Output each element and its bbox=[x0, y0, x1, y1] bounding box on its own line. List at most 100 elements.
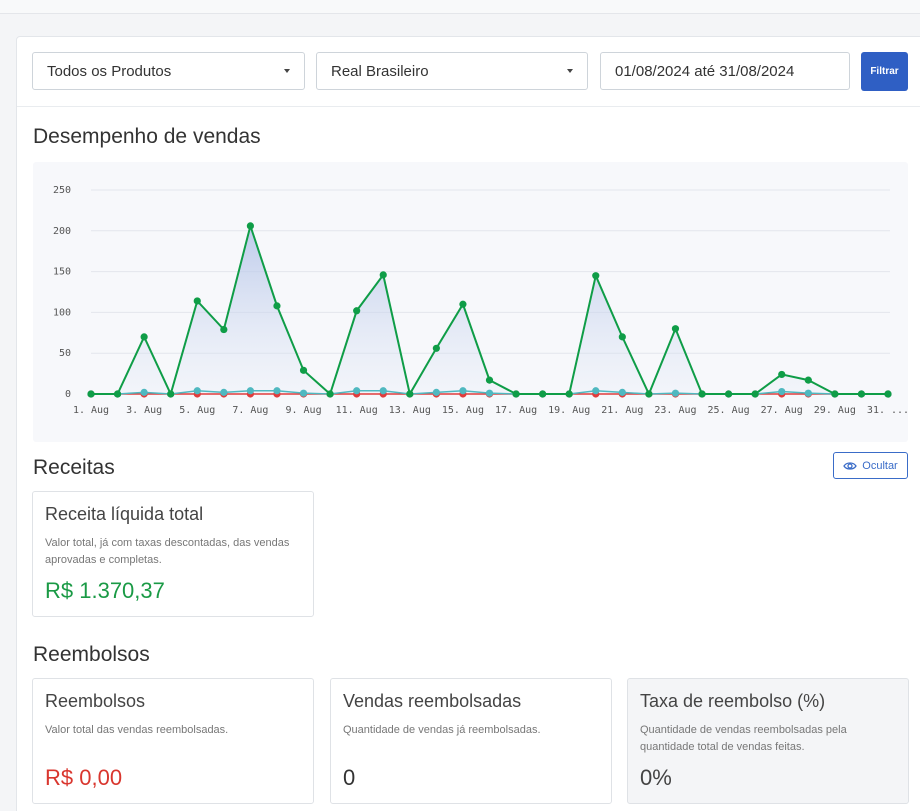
sales-performance-title: Desempenho de vendas bbox=[33, 125, 261, 148]
refunded-sales-description: Quantidade de vendas já reembolsadas. bbox=[343, 724, 541, 736]
series-point bbox=[778, 370, 786, 379]
x-tick-label: 29. Aug bbox=[814, 405, 856, 416]
series-point bbox=[671, 325, 680, 333]
refunds-amount-value: R$ 0,00 bbox=[45, 765, 123, 790]
x-tick-label: 1. Aug bbox=[73, 405, 109, 416]
series-point bbox=[804, 389, 812, 397]
refund-rate-value: 0% bbox=[640, 765, 672, 790]
y-tick-label: 150 bbox=[53, 267, 71, 278]
series-point bbox=[645, 390, 653, 398]
series-point bbox=[353, 387, 361, 395]
series-point bbox=[220, 388, 228, 396]
series-point bbox=[618, 333, 626, 341]
filter-button[interactable]: Filtrar bbox=[861, 52, 908, 91]
net-revenue-card: Receita líquida total Valor total, já co… bbox=[32, 491, 314, 617]
eye-icon bbox=[843, 461, 858, 470]
net-revenue-value: R$ 1.370,37 bbox=[45, 578, 165, 603]
series-point bbox=[512, 390, 520, 398]
series-point bbox=[884, 390, 892, 398]
currency-select[interactable]: Real Brasileiro bbox=[316, 52, 588, 90]
series-point bbox=[539, 390, 547, 398]
y-tick-label: 50 bbox=[59, 348, 71, 359]
series-point bbox=[618, 388, 626, 396]
refund-rate-card: Taxa de reembolso (%) Quantidade de vend… bbox=[627, 678, 909, 804]
series-point bbox=[459, 300, 467, 308]
x-tick-label: 17. Aug bbox=[495, 405, 537, 416]
series-point bbox=[326, 390, 334, 398]
series-point bbox=[299, 366, 308, 374]
series-point bbox=[459, 387, 467, 395]
product-select[interactable]: Todos os Produtos bbox=[32, 52, 305, 90]
series-point bbox=[246, 222, 254, 230]
date-range-value: 01/08/2024 até 31/08/2024 bbox=[615, 62, 795, 80]
refunds-amount-title: Reembolsos bbox=[45, 691, 146, 711]
refunds-amount-description: Valor total das vendas reembolsadas. bbox=[45, 724, 229, 736]
series-point bbox=[406, 390, 414, 398]
filter-bar: Todos os Produtos Real Brasileiro 01/08/… bbox=[17, 37, 920, 107]
y-tick-label: 200 bbox=[53, 226, 71, 237]
x-tick-label: 3. Aug bbox=[126, 405, 162, 416]
x-tick-label: 27. Aug bbox=[761, 405, 803, 416]
series-point bbox=[831, 390, 839, 398]
refund-rate-title: Taxa de reembolso (%) bbox=[640, 691, 826, 711]
series-point bbox=[299, 389, 308, 397]
series-point bbox=[432, 388, 440, 396]
series-point bbox=[857, 390, 866, 398]
hide-button-label: Ocultar bbox=[862, 459, 898, 472]
sales-chart: 0 50 100 150 200 250 1. Aug 3. Aug 5. Aug 7. Aug 9… bbox=[33, 162, 909, 442]
net-revenue-description: Valor total, já com taxas descontadas, d… bbox=[45, 537, 290, 566]
series-point bbox=[778, 387, 786, 396]
series-point bbox=[273, 302, 281, 310]
x-tick-label: 25. Aug bbox=[708, 405, 750, 416]
series-point bbox=[671, 389, 680, 397]
x-tick-label: 7. Aug bbox=[232, 405, 268, 416]
series-point bbox=[379, 387, 387, 395]
series-point bbox=[432, 344, 440, 352]
product-select-value: Todos os Produtos bbox=[47, 62, 172, 80]
series-point bbox=[246, 387, 254, 395]
refunds-amount-card: Reembolsos Valor total das vendas reembo… bbox=[32, 678, 314, 804]
chevron-down-icon bbox=[567, 69, 573, 73]
series-area bbox=[91, 225, 888, 394]
series-point bbox=[220, 325, 228, 334]
series-point bbox=[698, 390, 706, 398]
series-point bbox=[193, 387, 201, 395]
series-point bbox=[113, 390, 122, 398]
x-tick-label: 11. Aug bbox=[336, 405, 378, 416]
series-point bbox=[353, 307, 361, 315]
x-tick-label: 21. Aug bbox=[601, 405, 643, 416]
refunded-sales-title: Vendas reembolsadas bbox=[343, 691, 522, 711]
top-bar bbox=[0, 0, 920, 14]
series-point bbox=[565, 390, 573, 398]
x-tick-label: 15. Aug bbox=[442, 405, 484, 416]
series-point bbox=[485, 389, 494, 397]
series-point bbox=[485, 376, 494, 384]
series-point bbox=[804, 376, 812, 384]
sales-chart-svg: 0 50 100 150 200 250 1. Aug 3. Aug 5. Aug 7. Aug 9… bbox=[53, 185, 909, 416]
date-range-input[interactable]: 01/08/2024 até 31/08/2024 bbox=[600, 52, 850, 90]
revenue-title: Receitas bbox=[33, 456, 115, 479]
x-tick-label: 9. Aug bbox=[285, 405, 321, 416]
net-revenue-title: Receita líquida total bbox=[45, 504, 204, 524]
series-point bbox=[379, 271, 387, 279]
series-point bbox=[592, 272, 600, 280]
refunded-sales-card: Vendas reembolsadas Quantidade de vendas… bbox=[330, 678, 612, 804]
x-tick-label: 31. ... bbox=[867, 405, 908, 416]
series-point bbox=[725, 390, 733, 398]
x-tick-label: 19. Aug bbox=[548, 405, 590, 416]
series-point bbox=[592, 387, 600, 395]
series-point bbox=[140, 388, 148, 396]
series-point bbox=[193, 297, 201, 305]
x-tick-label: 5. Aug bbox=[179, 405, 215, 416]
series-point bbox=[751, 390, 759, 398]
hide-button[interactable]: Ocultar bbox=[833, 452, 908, 479]
y-tick-label: 0 bbox=[65, 389, 71, 400]
y-tick-label: 100 bbox=[53, 307, 71, 318]
x-tick-label: 13. Aug bbox=[389, 405, 431, 416]
refund-rate-description: Quantidade de vendas reembolsadas pela q… bbox=[640, 724, 847, 753]
series-point bbox=[87, 390, 95, 398]
series-point bbox=[167, 390, 175, 398]
series-point bbox=[140, 333, 148, 341]
series-point bbox=[273, 387, 281, 395]
refunds-title: Reembolsos bbox=[33, 643, 150, 666]
